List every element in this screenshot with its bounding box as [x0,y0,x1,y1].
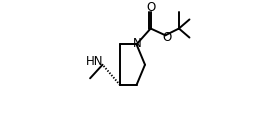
Text: O: O [146,0,155,14]
Text: HN: HN [86,55,103,68]
Text: O: O [163,31,172,44]
Text: N: N [133,37,141,50]
